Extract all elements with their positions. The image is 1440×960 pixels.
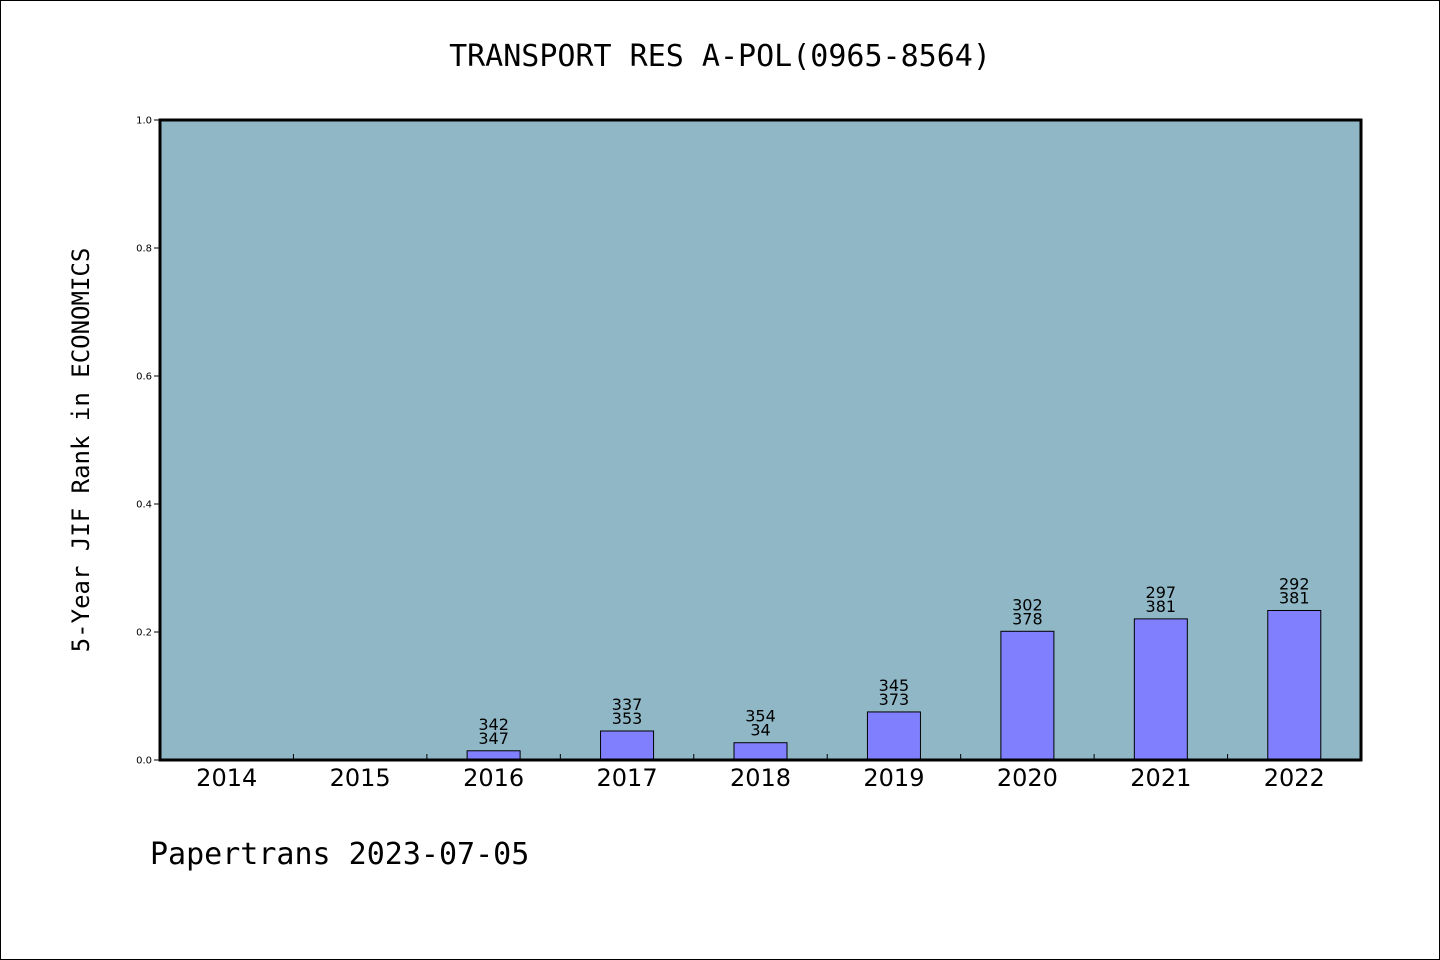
plot-border (158, 118, 1363, 762)
bar-label-total: 34 (750, 721, 770, 740)
x-tick-label: 2016 (463, 764, 524, 792)
y-tick-label: 0.8 (136, 244, 152, 255)
y-tick-label: 0.0 (136, 756, 152, 767)
bar-label-total: 353 (612, 709, 643, 728)
x-tick-label: 2017 (597, 764, 658, 792)
bar-label-total: 347 (478, 729, 509, 748)
x-tick-label: 2019 (863, 764, 924, 792)
bar-2018 (733, 742, 788, 761)
bar-label-rank: 354 (745, 707, 776, 726)
bar-2022 (1267, 609, 1322, 761)
x-tick-label: 2018 (730, 764, 791, 792)
bar-label-rank: 337 (612, 695, 643, 714)
bar-label-total: 381 (1146, 597, 1177, 616)
bar-label-rank: 342 (478, 715, 509, 734)
x-tick-label: 2015 (330, 764, 391, 792)
bar-2020 (1000, 630, 1055, 761)
bar-label-rank: 302 (1012, 595, 1043, 614)
x-tick-label: 2022 (1264, 764, 1325, 792)
x-tick-label: 2021 (1130, 764, 1191, 792)
y-tick-label: 0.2 (136, 628, 152, 639)
bar-2019 (866, 711, 921, 761)
y-tick-label: 1.0 (136, 116, 152, 127)
bar-label-total: 373 (879, 690, 910, 709)
y-tick-label: 0.6 (136, 372, 152, 383)
bar-label-total: 381 (1279, 588, 1310, 607)
bar-2017 (600, 730, 655, 761)
bar-label-rank: 292 (1279, 574, 1310, 593)
y-tick-label: 0.4 (136, 500, 152, 511)
bar-2021 (1133, 618, 1188, 761)
footer-text: Papertrans 2023-07-05 (150, 837, 529, 872)
bar-label-total: 378 (1012, 609, 1043, 628)
bar-label-rank: 297 (1146, 583, 1177, 602)
y-axis-label: 5-Year JIF Rank in ECONOMICS (67, 248, 95, 653)
x-tick-label: 2020 (997, 764, 1058, 792)
bar-label-rank: 345 (879, 676, 910, 695)
chart-title: TRANSPORT RES A-POL(0965-8564) (449, 39, 991, 74)
x-tick-label: 2014 (196, 764, 257, 792)
